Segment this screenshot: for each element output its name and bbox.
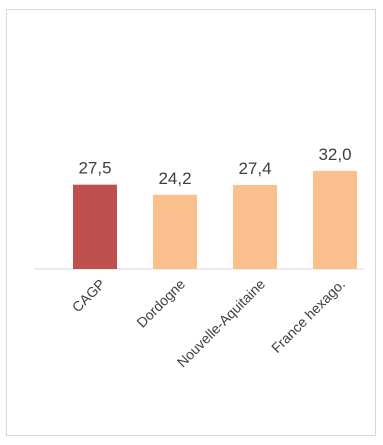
data-labels-layer: 27,5 24,2 27,4 32,0 [78,145,351,188]
x-tick-label: CAGP [69,276,108,315]
bars-layer [73,170,357,269]
x-tick-label: Dordogne [133,276,188,331]
data-label: 32,0 [318,145,351,164]
data-label: 24,2 [158,169,191,188]
bar-france-hexago- [313,170,357,269]
x-tick-label: Nouvelle-Aquitaine [174,276,269,371]
data-label: 27,4 [238,159,271,178]
bar-nouvelle-aquitaine [233,184,277,269]
bar-dordogne [153,194,197,269]
bar-cagp [73,184,117,269]
data-label: 27,5 [78,159,111,178]
x-tick-label: France hexago. [268,276,348,356]
